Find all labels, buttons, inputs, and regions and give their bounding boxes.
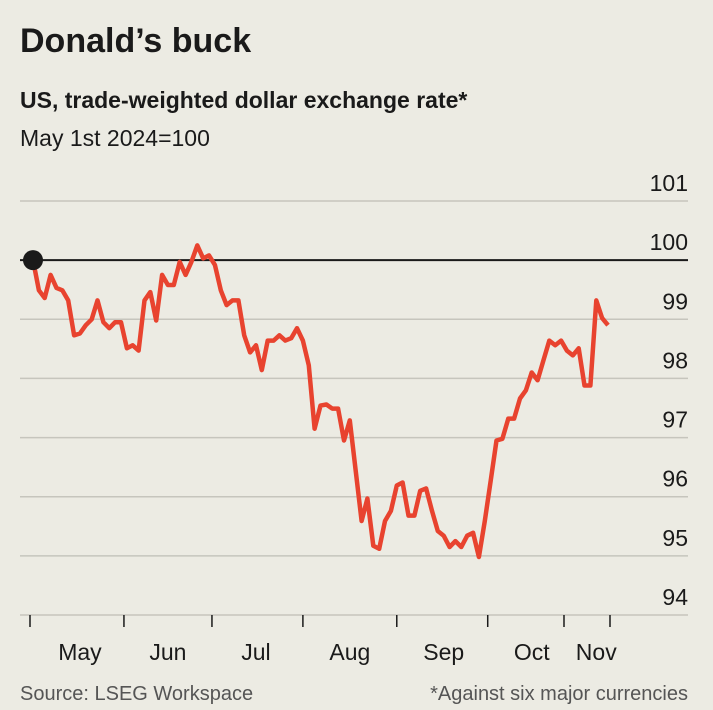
chart-title: Donald’s buck (20, 22, 251, 60)
y-tick-label: 101 (650, 170, 688, 196)
chart-subtitle: US, trade-weighted dollar exchange rate* (20, 87, 467, 113)
x-tick-label: Oct (514, 639, 550, 665)
y-tick-label: 99 (662, 288, 688, 314)
x-tick-label: May (58, 639, 102, 665)
data-line (30, 243, 610, 560)
y-tick-label: 95 (662, 525, 688, 551)
x-tick-label: Jun (149, 639, 186, 665)
y-tick-label: 98 (662, 347, 688, 373)
source: Source: LSEG Workspace (20, 683, 253, 705)
y-tick-label: 100 (650, 229, 688, 255)
y-tick-label: 96 (662, 466, 688, 492)
y-tick-label: 97 (662, 407, 688, 433)
x-tick-label: Nov (576, 639, 617, 665)
x-tick-label: Jul (241, 639, 270, 665)
y-axis-label: May 1st 2024=100 (20, 125, 210, 151)
x-tick-label: Aug (329, 639, 370, 665)
start-dot (23, 250, 43, 271)
x-tick-label: Sep (423, 639, 464, 665)
y-tick-label: 94 (662, 584, 688, 610)
footnote: *Against six major currencies (430, 683, 688, 705)
